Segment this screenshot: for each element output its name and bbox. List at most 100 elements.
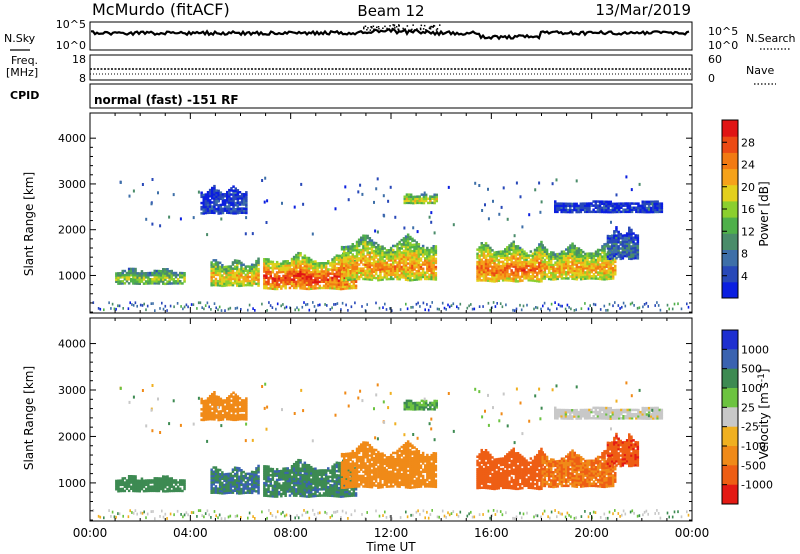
power-cell: [228, 193, 231, 196]
velocity-cell: [119, 481, 122, 484]
power-cell: [140, 278, 144, 281]
power-cell: [422, 199, 426, 203]
velocity-cell: [236, 481, 239, 484]
power-ground-cell: [686, 302, 688, 306]
power-cell: [417, 253, 421, 256]
power-cell: [168, 270, 171, 273]
power-cell: [202, 204, 205, 207]
power-cell: [396, 261, 399, 264]
power-cell: [267, 268, 270, 271]
power-cell: [540, 259, 543, 262]
power-cell: [362, 242, 365, 246]
power-cell: [346, 283, 349, 286]
velocity-cell: [320, 494, 324, 497]
power-cell: [136, 282, 139, 285]
power-cell: [337, 285, 341, 288]
power-cell: [484, 242, 488, 245]
power-sparse-cell: [610, 220, 612, 224]
velocity-cell: [221, 483, 224, 487]
power-cell: [411, 274, 414, 278]
power-cell: [564, 204, 568, 208]
power-cell: [413, 239, 416, 242]
power-cell: [406, 245, 410, 249]
power-ground-cell: [621, 305, 623, 309]
power-cell: [525, 275, 528, 278]
power-cell: [536, 279, 539, 283]
noise-search-dot: [367, 27, 369, 29]
power-ground-cell: [192, 303, 195, 306]
power-cell: [204, 195, 208, 198]
power-cell: [210, 267, 213, 270]
power-cell: [223, 270, 226, 273]
power-cell: [541, 271, 544, 274]
power-cell: [596, 271, 600, 274]
power-cell: [617, 245, 620, 248]
power-cell: [650, 208, 653, 212]
power-cell: [231, 277, 235, 281]
velocity-cell: [265, 484, 268, 487]
velocity-cell: [292, 494, 296, 497]
power-cell: [221, 264, 224, 267]
power-cell: [219, 193, 223, 196]
power-cell: [134, 269, 137, 273]
velocity-cell: [299, 469, 302, 472]
power-cell: [614, 264, 617, 268]
power-cell: [501, 256, 505, 259]
power-cell: [223, 282, 226, 285]
velocity-cell: [248, 489, 252, 492]
velocity-cell: [263, 488, 266, 491]
power-cell: [355, 265, 359, 268]
power-cell: [387, 255, 391, 258]
power-cell: [168, 278, 171, 281]
power-cell: [562, 250, 566, 253]
power-cell: [543, 260, 547, 264]
power-cell: [603, 245, 606, 248]
power-cell: [525, 266, 528, 270]
power-cell: [547, 261, 551, 264]
power-cell: [398, 253, 401, 256]
power-cell: [117, 280, 120, 283]
power-cell: [331, 287, 334, 290]
power-cell: [236, 195, 240, 198]
velocity-cell: [286, 477, 289, 481]
power-cell: [493, 278, 496, 281]
power-cell: [516, 267, 520, 271]
power-cell: [480, 279, 483, 282]
power-cell: [232, 206, 235, 209]
power-cell: [601, 271, 604, 275]
power-cell: [495, 259, 498, 262]
velocity-cell: [147, 487, 150, 491]
power-cell: [486, 262, 490, 266]
power-cell: [355, 244, 359, 248]
velocity-cell: [351, 483, 354, 486]
power-cell: [571, 208, 574, 212]
power-cell: [232, 201, 235, 205]
power-cell: [565, 262, 568, 266]
velocity-cell: [164, 475, 167, 478]
power-cell: [206, 201, 210, 204]
power-cell: [202, 206, 205, 209]
power-cell: [540, 247, 543, 250]
power-cell: [541, 246, 544, 249]
velocity-cell: [353, 479, 357, 482]
power-cell: [613, 244, 616, 247]
power-ground-cell: [324, 303, 326, 306]
power-cell: [240, 211, 244, 214]
power-cell: [571, 258, 574, 262]
power-cell: [536, 257, 539, 260]
power-cell: [615, 244, 618, 248]
velocity-cell: [344, 488, 347, 492]
power-cell: [406, 252, 410, 255]
power-cell: [429, 201, 432, 205]
power-cell: [635, 210, 638, 214]
power-cell: [233, 259, 237, 262]
power-sparse-cell: [452, 223, 455, 227]
power-cell: [577, 247, 581, 250]
power-sparse-cell: [521, 225, 524, 229]
power-cell: [219, 203, 223, 207]
power-cell: [491, 261, 494, 264]
power-cell: [295, 274, 298, 277]
power-cell: [411, 270, 414, 273]
power-cell: [504, 248, 507, 251]
noise-sky-label: N.Sky: [4, 32, 36, 45]
